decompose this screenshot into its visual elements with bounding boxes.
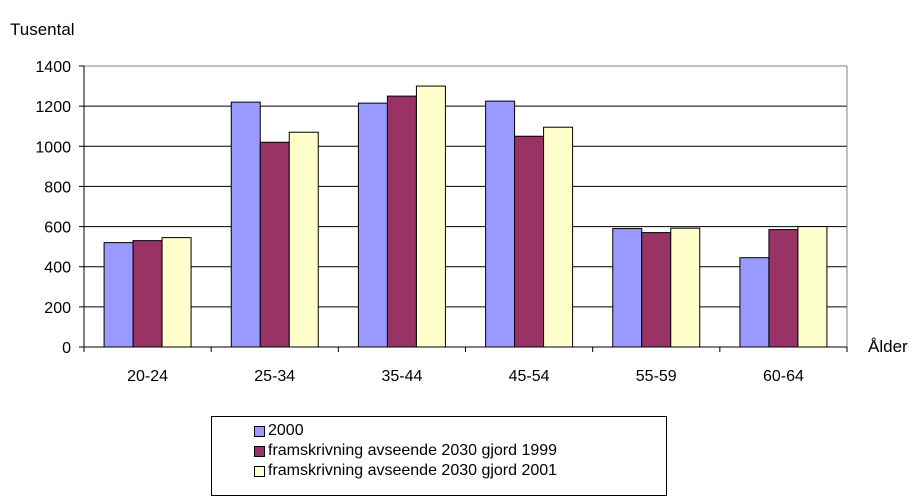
axes	[79, 65, 848, 352]
bar-20-24-series-0	[103, 242, 134, 348]
x-tick-label-60-64: 60-64	[763, 368, 804, 385]
bar-25-34-series-1	[259, 141, 290, 348]
chart: Tusental Ålder 0 200 400 600 800 1000 1200 1400…	[10, 20, 908, 385]
bar-45-54-series-2	[543, 126, 574, 348]
bars	[103, 85, 828, 348]
bar-45-54-series-1	[514, 135, 545, 348]
y-tick-label-600: 600	[44, 220, 71, 237]
y-tick-label-1400: 1400	[35, 59, 71, 76]
legend-swatch-gjord-1999	[254, 445, 265, 457]
legend-item-gjord-2001: framskrivning avseende 2030 gjord 2001	[254, 462, 557, 480]
legend-item-gjord-1999: framskrivning avseende 2030 gjord 1999	[254, 442, 557, 460]
bar-35-44-series-1	[386, 95, 417, 348]
tick-labels: 0 200 400 600 800 1000 1200 1400 20-24 25-34 35-44…	[35, 59, 804, 385]
bar-20-24-series-2	[161, 237, 192, 348]
bar-20-24-series-1	[132, 240, 163, 348]
bar-25-34-series-2	[288, 131, 319, 348]
y-tick-label-200: 200	[44, 300, 71, 317]
bar-35-44-series-0	[357, 102, 388, 348]
x-tick-label-35-44: 35-44	[381, 368, 422, 385]
bar-55-59-series-2	[670, 227, 701, 348]
legend-item-2000: 2000	[254, 422, 304, 440]
bar-25-34-series-0	[230, 101, 261, 348]
bar-55-59-series-1	[641, 232, 672, 348]
x-tick-label-45-54: 45-54	[509, 368, 550, 385]
x-axis-title: Ålder	[868, 337, 908, 356]
legend-label-gjord-2001: framskrivning avseende 2030 gjord 2001	[268, 462, 558, 479]
legend-label-gjord-1999: framskrivning avseende 2030 gjord 1999	[268, 442, 558, 459]
legend-label-2000: 2000	[268, 422, 304, 439]
bar-60-64-series-0	[739, 257, 770, 348]
y-tick-label-1200: 1200	[35, 99, 71, 116]
y-axis-title: Tusental	[10, 20, 75, 39]
legend: 2000 framskrivning avseende 2030 gjord 1…	[211, 416, 667, 496]
bar-55-59-series-0	[612, 228, 643, 348]
x-tick-label-25-34: 25-34	[254, 368, 295, 385]
bar-60-64-series-1	[768, 229, 799, 348]
y-tick-label-1000: 1000	[35, 139, 71, 156]
x-tick-label-55-59: 55-59	[636, 368, 677, 385]
bar-35-44-series-2	[415, 85, 446, 348]
legend-swatch-gjord-2001	[254, 465, 265, 477]
bar-45-54-series-0	[485, 100, 516, 348]
x-tick-label-20-24: 20-24	[127, 368, 168, 385]
y-tick-label-0: 0	[62, 340, 71, 357]
bar-60-64-series-2	[797, 226, 828, 348]
gridlines	[84, 65, 847, 308]
y-tick-label-400: 400	[44, 260, 71, 277]
y-tick-label-800: 800	[44, 179, 71, 196]
legend-swatch-2000	[254, 425, 265, 437]
